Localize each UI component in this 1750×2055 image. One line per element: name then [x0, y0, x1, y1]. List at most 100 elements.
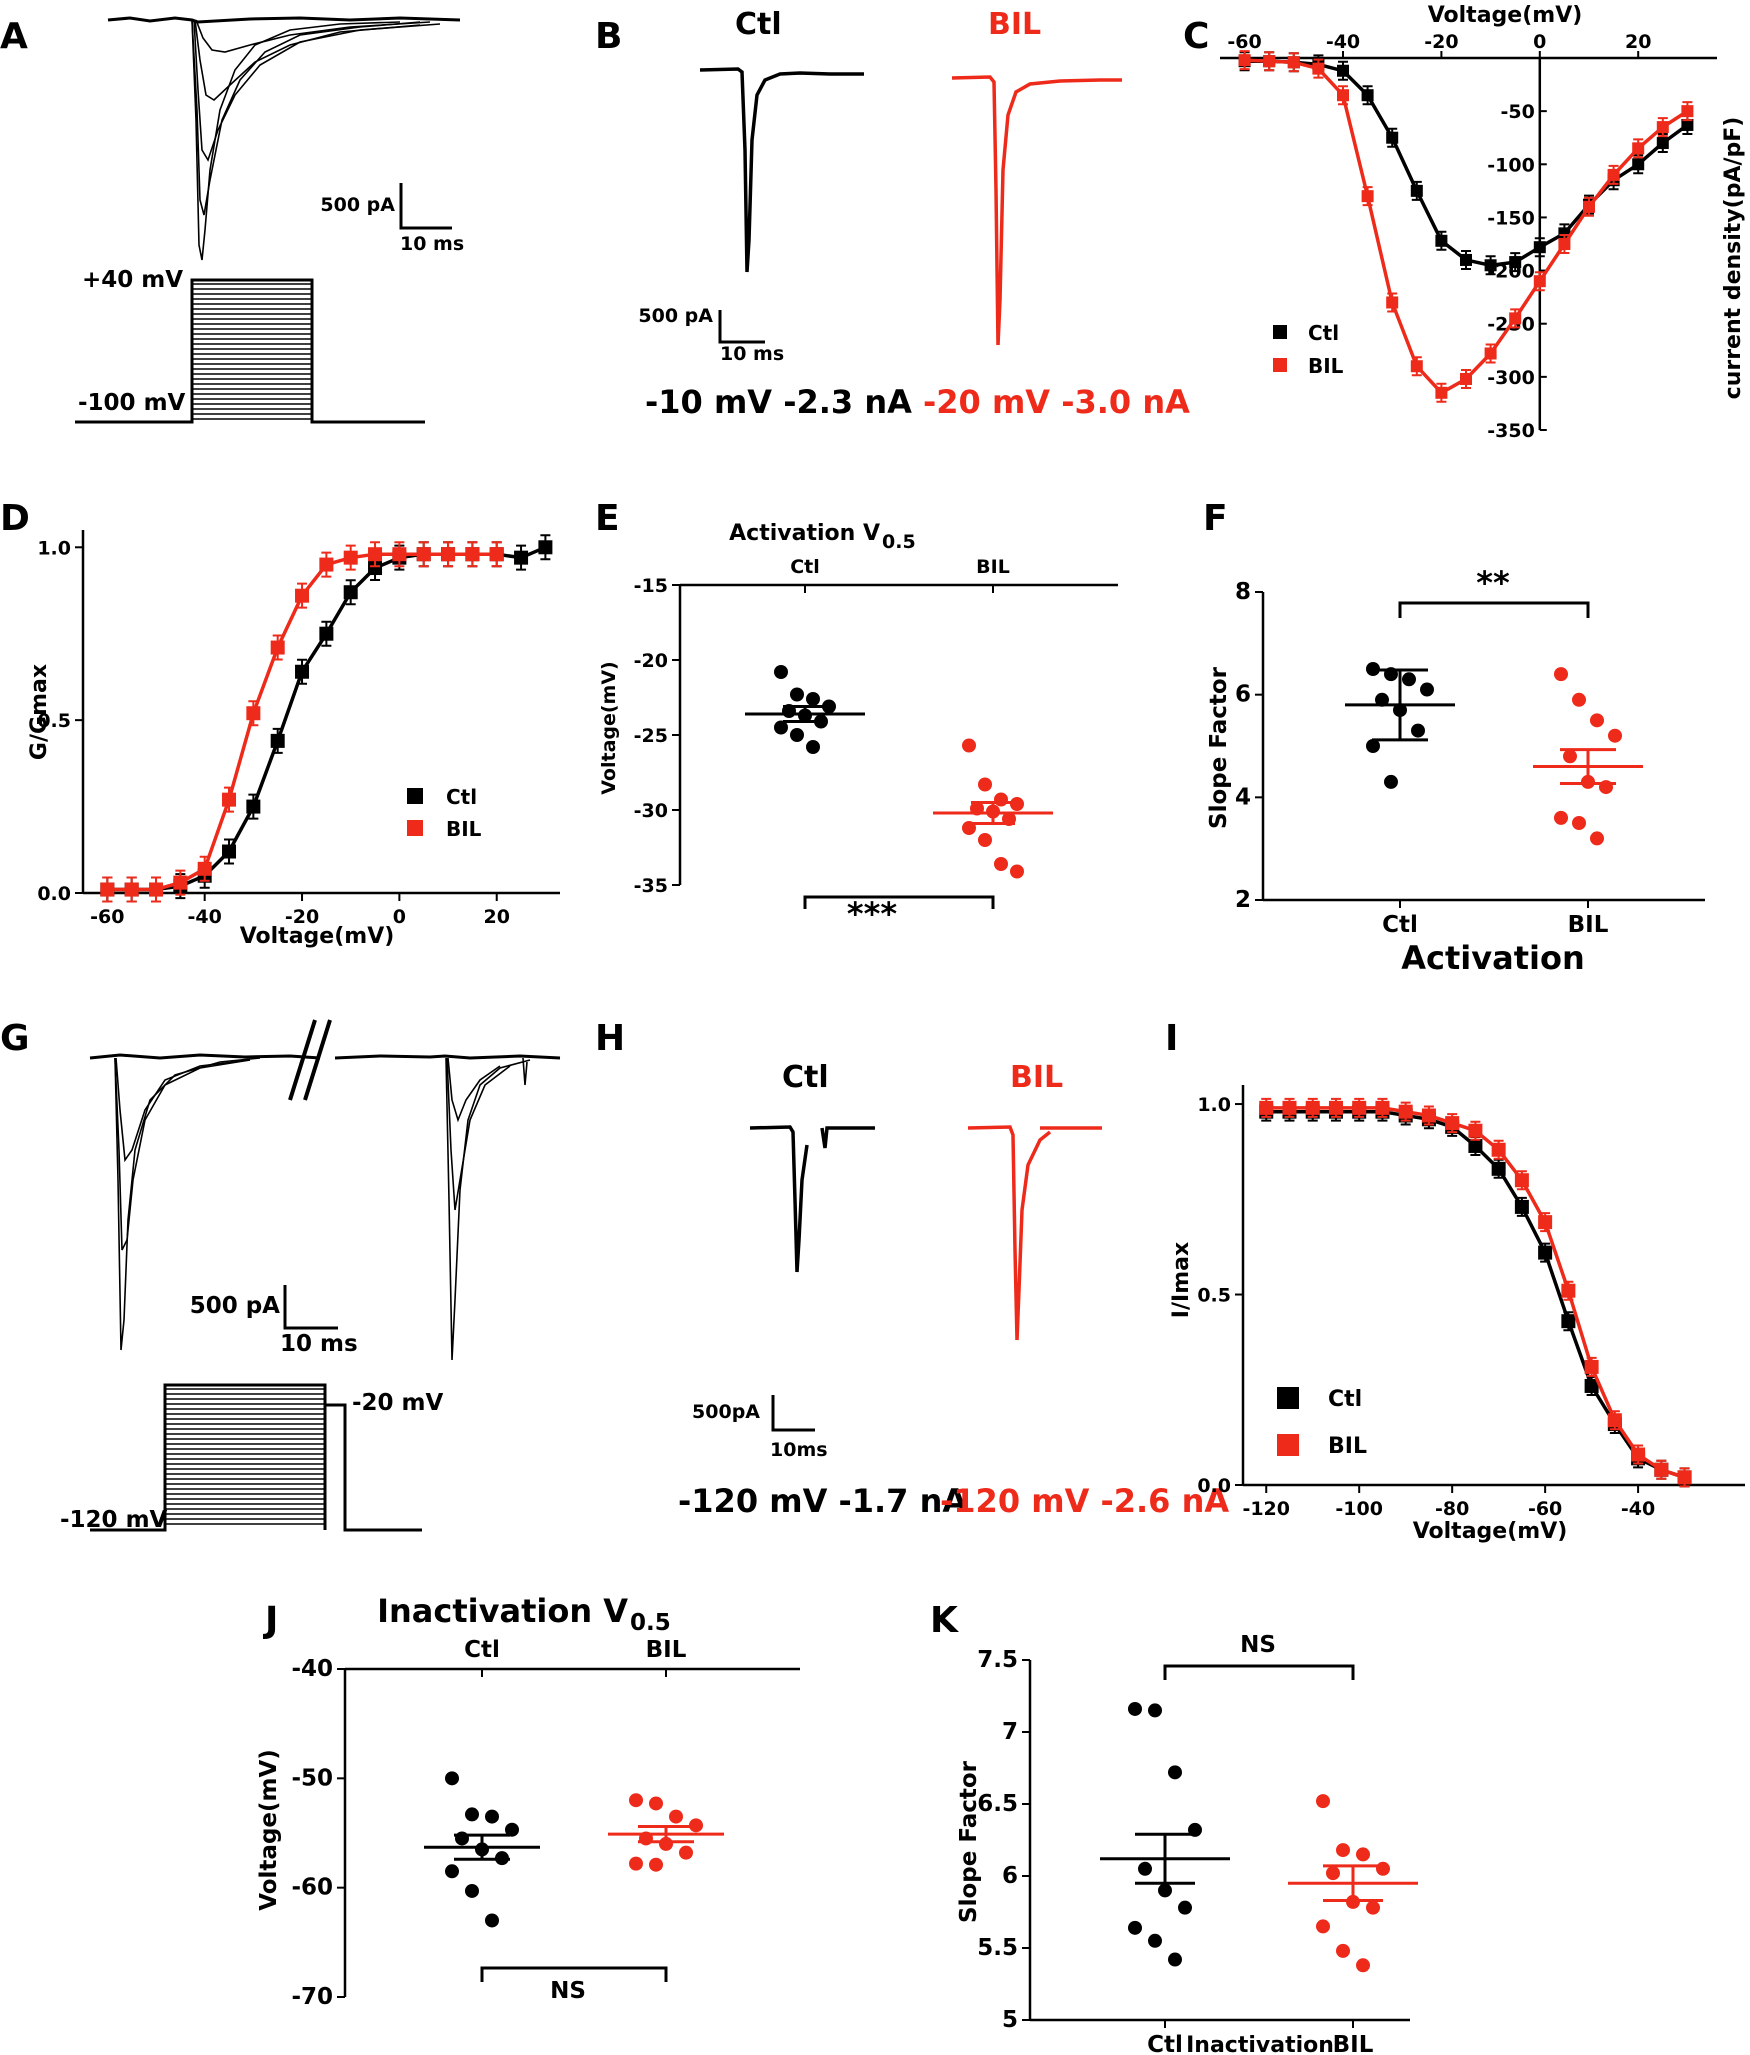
chart-k-point-ctl	[1158, 1883, 1172, 1898]
chart-i-point-bil	[1654, 1462, 1669, 1477]
chart-e-point-bil	[1010, 797, 1024, 811]
chart-e-significance: ***	[847, 895, 897, 933]
panel-b-caption-ctl: -10 mV -2.3 nA	[645, 383, 912, 421]
panel-label-K: K	[930, 1600, 959, 1641]
chart-j-ylabel: Voltage(mV)	[256, 1749, 282, 1911]
panel-label-B: B	[595, 16, 622, 57]
chart-f-point-ctl	[1420, 682, 1434, 697]
chart-i-point-bil	[1491, 1142, 1506, 1157]
chart-c-point-ctl	[1656, 137, 1669, 150]
chart-e-significance-bracket	[803, 895, 995, 909]
panel-h-caption-ctl: -120 mV -1.7 nA	[678, 1482, 967, 1520]
chart-f: Slope Factor Activation ** 2 4 6 8 Ctl BIL	[1206, 564, 1705, 977]
chart-d-point-bil	[416, 547, 431, 562]
chart-j-errbar-bil	[638, 1824, 694, 1844]
chart-k-point-ctl	[1128, 1701, 1142, 1716]
chart-d-point-bil	[270, 640, 285, 655]
trace-a-sweep-2	[191, 19, 421, 216]
chart-c-series-line-ctl	[1244, 59, 1689, 268]
chart-j-errbar-ctl	[454, 1833, 510, 1861]
chart-f-ylabel: Slope Factor	[1206, 666, 1232, 829]
chart-i-point-bil	[1305, 1100, 1320, 1115]
chart-i-point-bil	[1631, 1447, 1646, 1462]
chart-k-point-bil	[1376, 1861, 1390, 1876]
chart-c-point-bil	[1410, 360, 1423, 373]
chart-d-point-ctl	[222, 844, 237, 859]
chart-c-point-ctl	[1386, 131, 1399, 144]
chart-j-point-ctl	[445, 1771, 459, 1786]
chart-c-point-bil	[1558, 238, 1571, 250]
chart-f-significance: **	[1476, 564, 1510, 602]
chart-c-point-bil	[1583, 200, 1595, 213]
chart-e-x-tick-label: Ctl	[790, 556, 820, 578]
panel-h-scalebar: 500pA 10ms	[692, 1395, 828, 1461]
chart-d-point-bil	[246, 706, 261, 721]
panel-b-caption-bil: -20 mV -3.0 nA	[923, 383, 1190, 421]
chart-k-point-ctl	[1128, 1920, 1142, 1935]
chart-i-y-tick-label: 0.0	[1197, 1475, 1231, 1497]
chart-f-y-tick-label: 4	[1235, 784, 1251, 810]
chart-e-point-bil	[978, 777, 992, 792]
chart-j-point-bil	[669, 1809, 683, 1824]
chart-c-x-tick-label: -40	[1326, 31, 1360, 53]
chart-c-point-bil	[1386, 296, 1399, 309]
chart-f-point-ctl	[1366, 739, 1380, 753]
trace-g-pulse2-b	[446, 1057, 511, 1211]
chart-e-x-tick-label: BIL	[976, 556, 1010, 578]
chart-f-point-ctl	[1411, 723, 1425, 738]
chart-k-y-tick-label: 6	[1002, 1863, 1018, 1889]
chart-i-legend-marker-bil	[1277, 1434, 1299, 1456]
chart-d-point-bil	[489, 547, 504, 562]
chart-c-point-bil	[1312, 62, 1325, 75]
chart-f-significance-bracket	[1398, 601, 1590, 618]
chart-j-y-tick-label: -60	[291, 1875, 333, 1901]
chart-d: Voltage(mV) G/Gmax Ctl BIL -60 -40 -20 0 20 0…	[27, 530, 560, 949]
chart-i-point-bil	[1468, 1123, 1483, 1138]
chart-k-point-bil	[1356, 1958, 1370, 1973]
protocol-a-steps	[192, 283, 312, 420]
chart-i-point-bil	[1328, 1100, 1343, 1115]
chart-e-point-bil	[994, 857, 1008, 871]
panel-g-scalebar: 500 pA 10 ms	[190, 1285, 358, 1357]
panel-g-scale-ms: 10 ms	[280, 1331, 358, 1357]
chart-e-y-tick-label: -30	[634, 800, 668, 822]
chart-c-legend-marker-bil	[1273, 358, 1287, 372]
chart-f-point-bil	[1590, 713, 1604, 728]
chart-k-xlabel: Inactivation	[1186, 2033, 1334, 2055]
panel-label-J: J	[262, 1600, 278, 1641]
chart-c-point-bil	[1460, 372, 1472, 385]
chart-i-x-tick-label: -100	[1335, 1498, 1383, 1520]
chart-j-point-ctl	[445, 1864, 459, 1879]
trace-a-sweep-5	[195, 19, 431, 53]
chart-f-y-tick-label: 2	[1235, 887, 1251, 913]
chart-k-point-ctl	[1138, 1861, 1152, 1876]
protocol-g-steps	[165, 1388, 325, 1525]
panel-b-scalebar: 500 pA 10 ms	[638, 305, 784, 365]
chart-f-point-bil	[1608, 728, 1622, 743]
chart-j: Inactivation V 0.5 Voltage(mV) NS -40 -50…	[256, 1592, 800, 2010]
chart-i-point-bil	[1538, 1215, 1553, 1230]
chart-k-y-tick-label: 7.5	[977, 1647, 1018, 1673]
chart-e-y-tick-label: -20	[634, 650, 668, 672]
chart-k-point-bil	[1316, 1919, 1330, 1934]
chart-d-ylabel: G/Gmax	[27, 664, 52, 760]
chart-j-title-sub: 0.5	[630, 1610, 671, 1636]
chart-f-xlabel: Activation	[1401, 939, 1584, 977]
chart-i-legend-ctl: Ctl	[1328, 1387, 1362, 1412]
panel-h-title-ctl: Ctl	[782, 1060, 829, 1095]
chart-j-point-bil	[629, 1793, 643, 1808]
trace-b-ctl	[699, 67, 864, 273]
chart-k-y-tick-label: 7	[1002, 1719, 1018, 1745]
trace-g-pulse2-c	[447, 1057, 528, 1123]
chart-f-point-ctl	[1375, 692, 1389, 707]
chart-c-legend-bil: BIL	[1308, 354, 1344, 378]
chart-j-significance: NS	[550, 1978, 586, 2004]
chart-d-legend-bil: BIL	[446, 817, 482, 841]
chart-c-ylabel: current density(pA/pF)	[1721, 117, 1746, 400]
chart-i-legend-bil: BIL	[1328, 1434, 1367, 1459]
chart-f-errbar-ctl	[1372, 668, 1428, 742]
chart-k-point-ctl	[1148, 1703, 1162, 1718]
chart-i-point-bil	[1398, 1104, 1413, 1119]
panel-a-scalebar: 500 pA 10 ms	[320, 183, 464, 255]
chart-d-x-tick-label: -60	[90, 906, 124, 928]
